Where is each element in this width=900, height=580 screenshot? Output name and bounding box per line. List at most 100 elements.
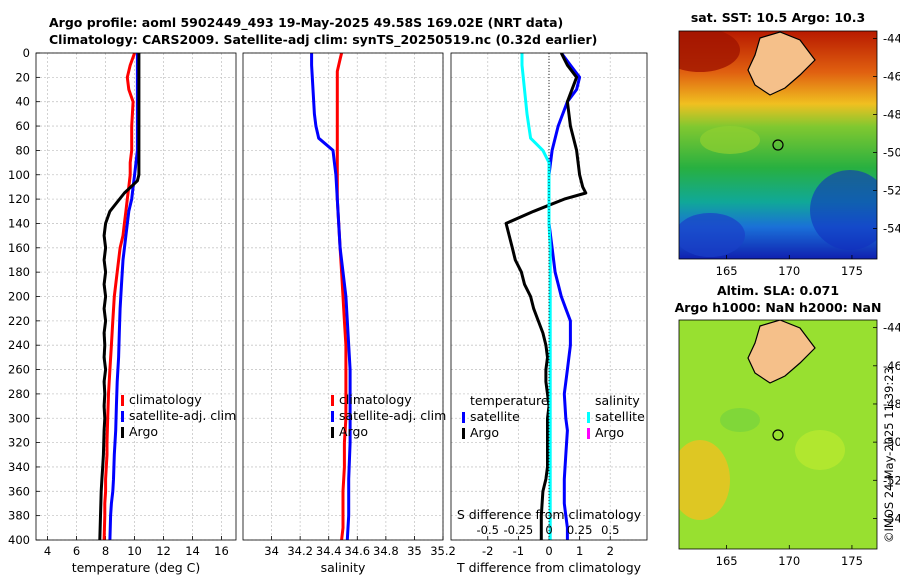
- legend-label: satellite: [595, 409, 645, 424]
- sla-map-title-2: Argo h1000: NaN h2000: NaN: [675, 300, 882, 315]
- sla-patch: [720, 408, 760, 432]
- map-x-tick-label: 175: [841, 264, 863, 278]
- sst-warm-patch: [679, 31, 740, 72]
- series-line-temperature-argo: [504, 53, 588, 540]
- legend-label: climatology: [129, 392, 202, 407]
- legend-swatch: [462, 412, 465, 423]
- sla-map-title-1: Altim. SLA: 0.071: [717, 283, 839, 298]
- series-line-climatology: [102, 53, 137, 540]
- sst-map-title: sat. SST: 10.5 Argo: 10.3: [691, 10, 865, 25]
- map-y-tick-label: -50: [883, 435, 900, 449]
- map-y-tick-label: -46: [883, 70, 900, 84]
- map-x-tick-label: 170: [778, 554, 800, 568]
- sst-cold-patch: [810, 170, 877, 250]
- map-x-tick-label: 165: [716, 554, 738, 568]
- y-tick-label: 280: [8, 387, 30, 401]
- sst-map: 165 170 175 -44 -46 -48 -50 -52 -54: [678, 30, 900, 278]
- x-tick-label: 10: [127, 544, 142, 558]
- legend-label: Argo: [129, 424, 158, 439]
- title-line-2: Climatology: CARS2009. Satellite-adj cli…: [49, 32, 597, 48]
- x-tick-label: 8: [102, 544, 109, 558]
- legend-label: Argo: [595, 425, 624, 440]
- top-tick-label: 0.25: [567, 523, 593, 537]
- map-y-tick-label: -44: [883, 321, 900, 335]
- legend-swatch: [121, 427, 124, 438]
- x-axis-label: T difference from climatology: [456, 560, 642, 575]
- salinity-panel: 34 34.2 34.4 34.6 34.8 35 35.2 salinity climatol…: [242, 52, 456, 575]
- map-y-tick-label: -52: [883, 473, 900, 487]
- legend-swatch: [331, 427, 334, 438]
- axes-frame: [242, 52, 444, 541]
- legend-header: salinity: [595, 393, 640, 408]
- sla-argo-marker: [772, 429, 784, 441]
- legend-swatch: [121, 411, 124, 422]
- x-tick-label: -2: [482, 544, 493, 558]
- sla-map-frame: [678, 319, 878, 550]
- y-tick-label: 220: [8, 314, 30, 328]
- sst-cold-patch: [679, 213, 745, 257]
- y-tick-label: 300: [8, 411, 30, 425]
- legend-label: Argo: [470, 425, 499, 440]
- map-x-tick-label: 170: [778, 264, 800, 278]
- y-tick-label: 320: [8, 436, 30, 450]
- map-x-tick-label: 165: [716, 264, 738, 278]
- y-tick-label: 400: [8, 533, 30, 547]
- x-tick-label: 12: [156, 544, 171, 558]
- x-tick-label: 0: [545, 544, 552, 558]
- legend-swatch: [331, 411, 334, 422]
- x-tick-label: 16: [214, 544, 229, 558]
- legend-label: Argo: [339, 424, 368, 439]
- x-tick-label: 6: [73, 544, 80, 558]
- map-y-tick-label: -44: [883, 32, 900, 46]
- sst-argo-marker: [772, 139, 784, 151]
- series-group: [504, 53, 588, 540]
- map-x-tick-label: 175: [841, 554, 863, 568]
- y-tick-label: 20: [15, 70, 30, 84]
- x-tick-label: 34.2: [287, 544, 313, 558]
- y-tick-label: 80: [15, 143, 30, 157]
- imos-watermark: ©IMOS 24-May-2025 11:39:23: [882, 367, 896, 543]
- top-tick-label: 0: [545, 523, 552, 537]
- y-tick-label: 380: [8, 509, 30, 523]
- map-y-tick-label: -54: [883, 511, 900, 525]
- sst-map-frame: [678, 30, 878, 260]
- y-tick-label: 40: [15, 95, 30, 109]
- map-y-tick-label: -50: [883, 146, 900, 160]
- legend-swatch: [121, 395, 124, 406]
- x-tick-label: 2: [607, 544, 614, 558]
- legend-label: climatology: [339, 392, 412, 407]
- series-line-salinity-satellite: [520, 53, 552, 540]
- top-tick-label: 0.5: [601, 523, 619, 537]
- legend-swatch: [462, 428, 465, 439]
- legend-label: satellite: [470, 409, 520, 424]
- top-tick-label: -0.25: [503, 523, 533, 537]
- map-y-tick-label: -52: [883, 184, 900, 198]
- map-y-tick-label: -48: [883, 397, 900, 411]
- temperature-panel: 4 6 8 10 12 14 16 temperature (deg C) 0 20 40 60 80 1…: [8, 46, 237, 575]
- x-tick-label: 1: [576, 544, 583, 558]
- sst-patch: [700, 126, 760, 154]
- series-line-climatology: [335, 53, 348, 540]
- map-y-tick-label: -46: [883, 359, 900, 373]
- y-tick-label: 160: [8, 241, 30, 255]
- x-tick-label: 34.8: [373, 544, 399, 558]
- x-axis-label: salinity: [321, 560, 366, 575]
- legend-swatch: [587, 412, 590, 423]
- y-tick-label: 340: [8, 460, 30, 474]
- y-tick-label: 360: [8, 484, 30, 498]
- series-line-satellite-adj-clim: [310, 53, 352, 540]
- sla-landmass: [747, 320, 816, 384]
- y-tick-label: 60: [15, 119, 30, 133]
- series-group: [310, 53, 352, 540]
- x-tick-label: 34.6: [344, 544, 370, 558]
- x-tick-label: 14: [185, 544, 200, 558]
- top-axis-label: S difference from climatology: [457, 507, 642, 522]
- difference-panel: -2 -1 0 1 2 T difference from climatology S di…: [450, 52, 648, 575]
- series-line-temperature-satellite: [547, 53, 582, 540]
- sst-landmass: [747, 31, 816, 96]
- y-tick-label: 120: [8, 192, 30, 206]
- y-tick-label: 0: [23, 46, 30, 60]
- y-tick-label: 200: [8, 290, 30, 304]
- sla-map: 165 170 175 -44 -46 -48 -50 -52 -54: [678, 319, 900, 568]
